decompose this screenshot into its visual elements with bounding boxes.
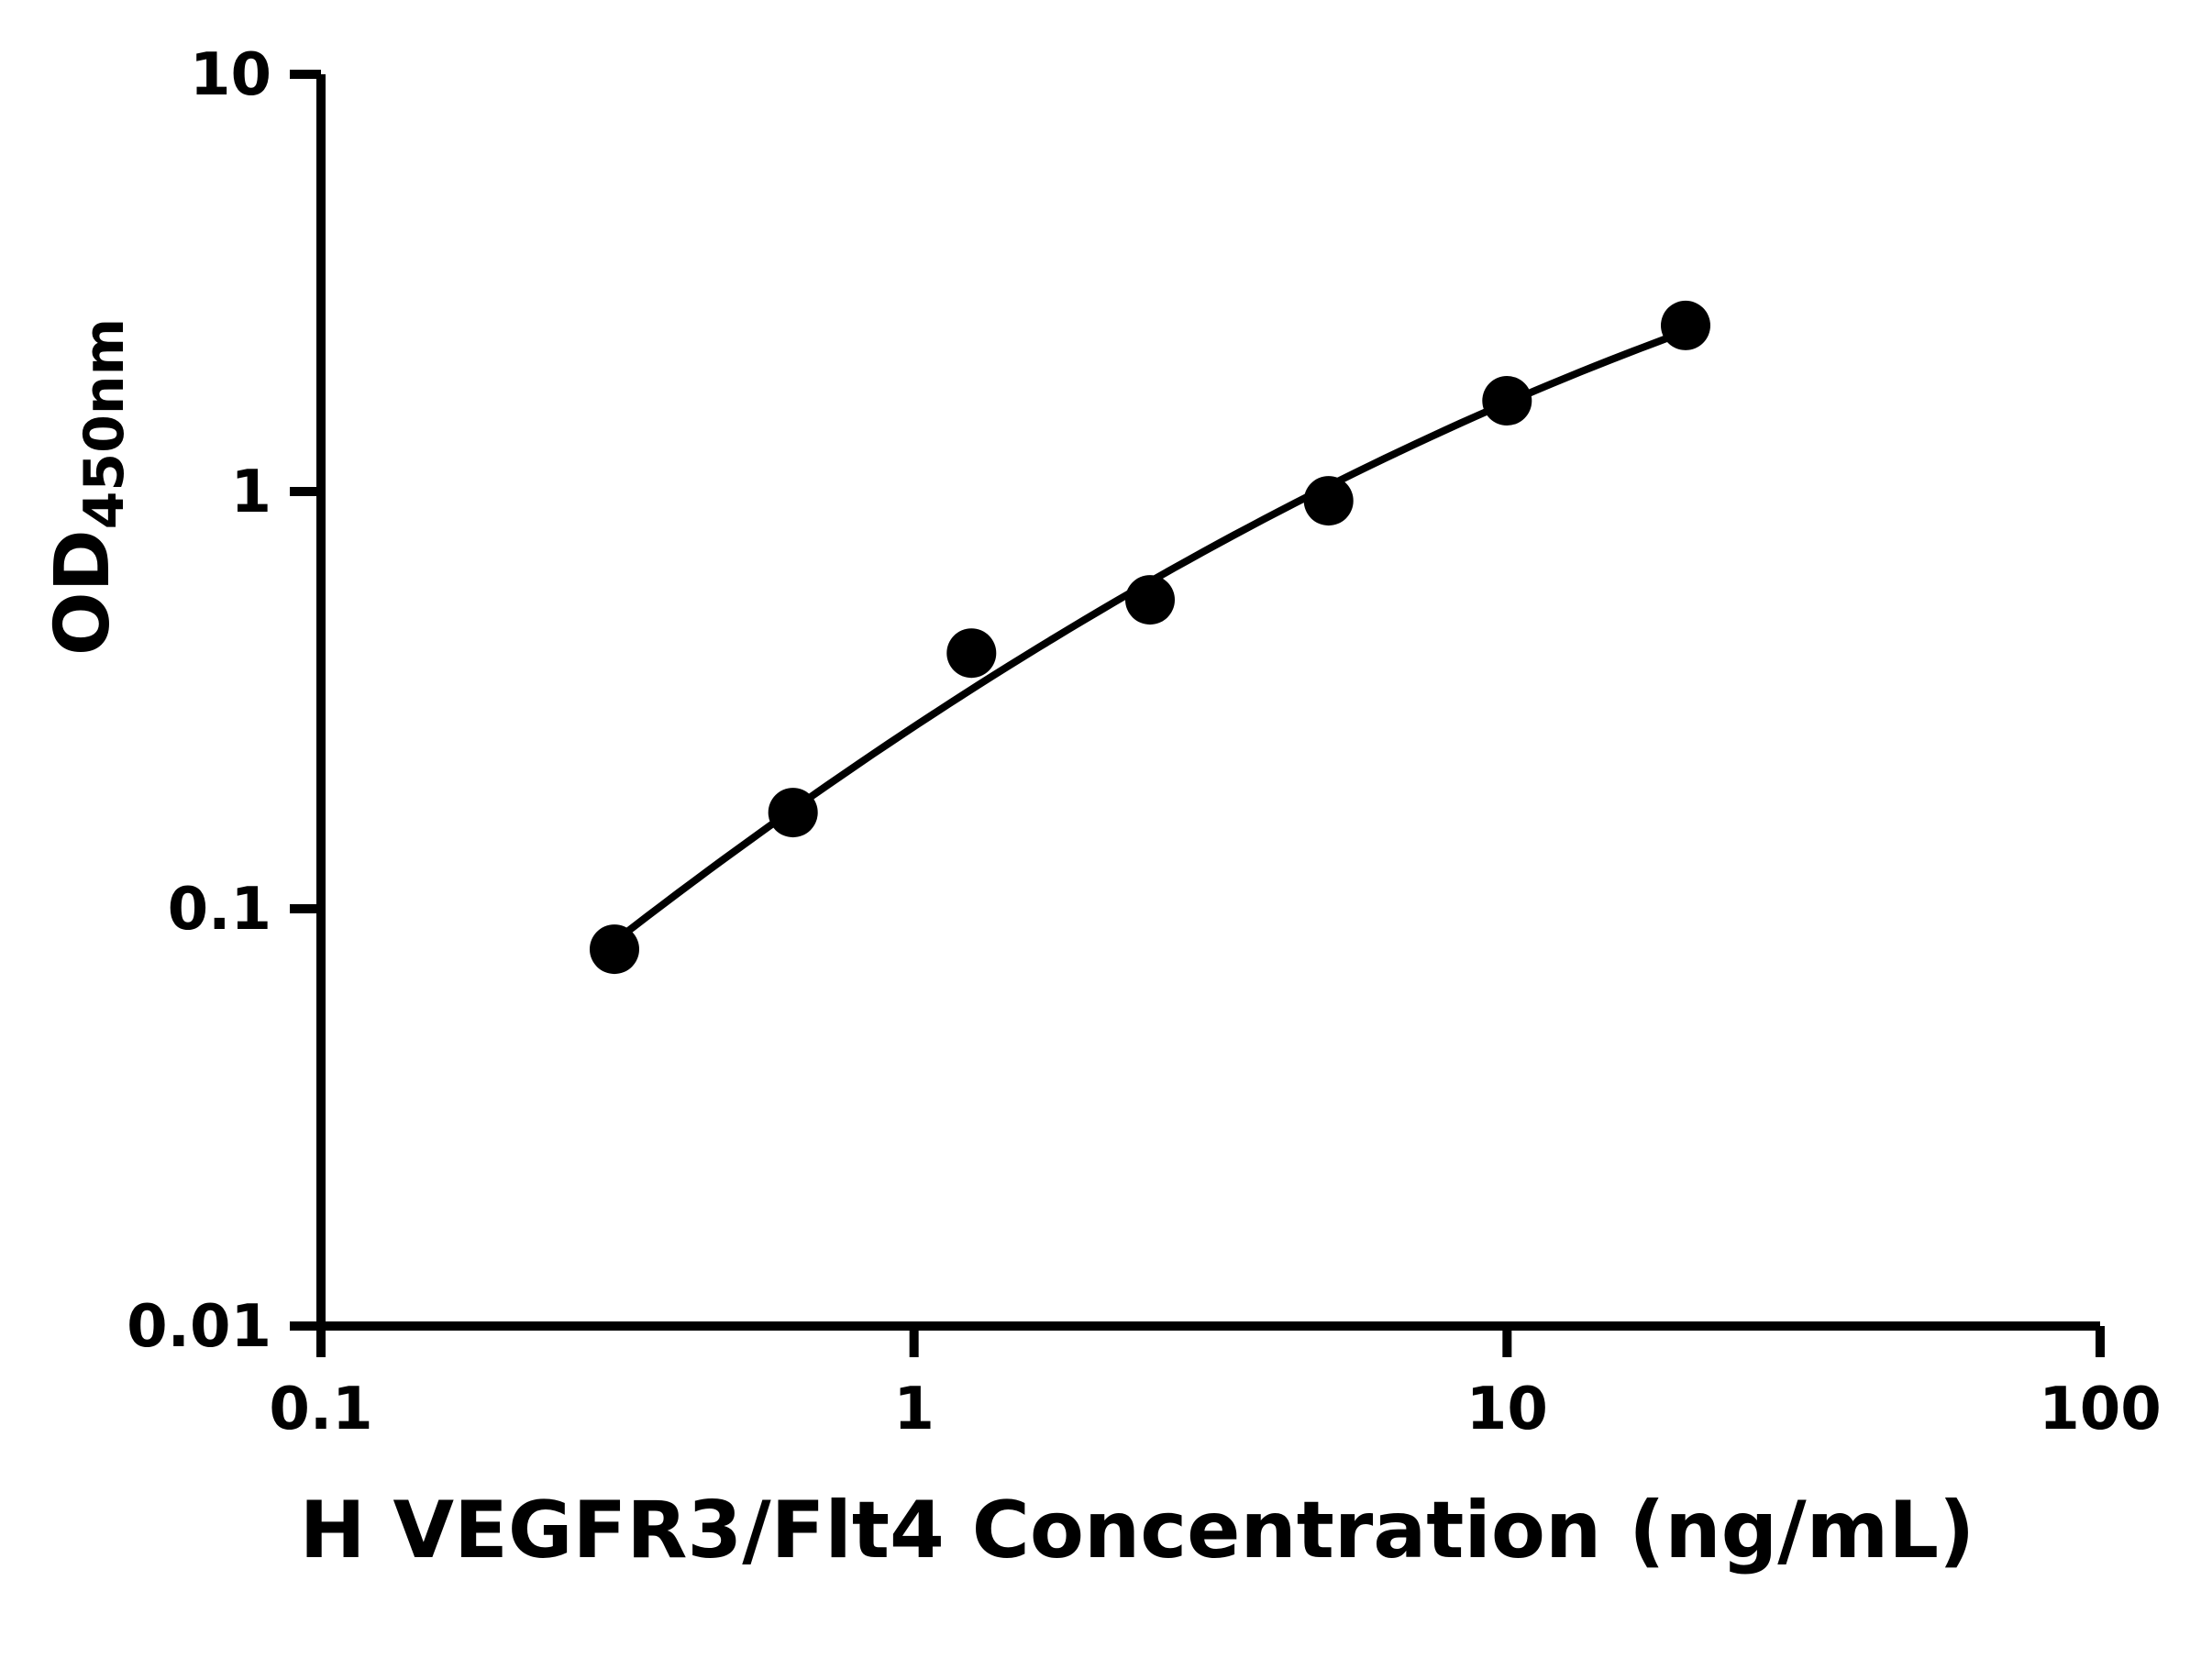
data-point (590, 924, 639, 975)
y-tick-label: 0.1 (168, 876, 271, 944)
x-tick-label: 10 (1466, 1376, 1548, 1443)
axis-tick-labels: 0.1 1 10 100 0.01 0.1 1 10 (127, 41, 2162, 1443)
trend-curve (599, 327, 1689, 955)
y-tick-label: 1 (230, 459, 271, 526)
data-point (1482, 376, 1532, 426)
data-point (1125, 575, 1175, 625)
x-tick-label: 100 (2039, 1376, 2162, 1443)
data-point (1303, 476, 1354, 526)
elisa-standard-curve-chart: 0.1 1 10 100 0.01 0.1 1 10 H VEGFR3/Flt4 Concen… (37, 15, 2201, 1665)
axis-ticks (290, 70, 2105, 1357)
y-tick-label: 0.01 (127, 1293, 271, 1361)
axes (316, 74, 2100, 1331)
y-axis-label-main: OD (39, 529, 127, 656)
x-tick-label: 1 (893, 1376, 935, 1443)
data-point (946, 628, 997, 679)
x-axis-label: H VEGFR3/Flt4 Concentration (ng/mL) (300, 1485, 1975, 1576)
fit-curve (599, 327, 1689, 955)
y-axis-label-subscript: 450nm (72, 318, 137, 529)
data-point (1661, 300, 1710, 350)
x-tick-label: 0.1 (269, 1376, 372, 1443)
y-axis-label: OD450nm (39, 318, 137, 656)
data-points (590, 300, 1710, 975)
data-point (768, 788, 818, 838)
y-tick-label: 10 (190, 41, 271, 109)
chart-canvas: 0.1 1 10 100 0.01 0.1 1 10 H VEGFR3/Flt4 Concen… (39, 41, 2162, 1576)
